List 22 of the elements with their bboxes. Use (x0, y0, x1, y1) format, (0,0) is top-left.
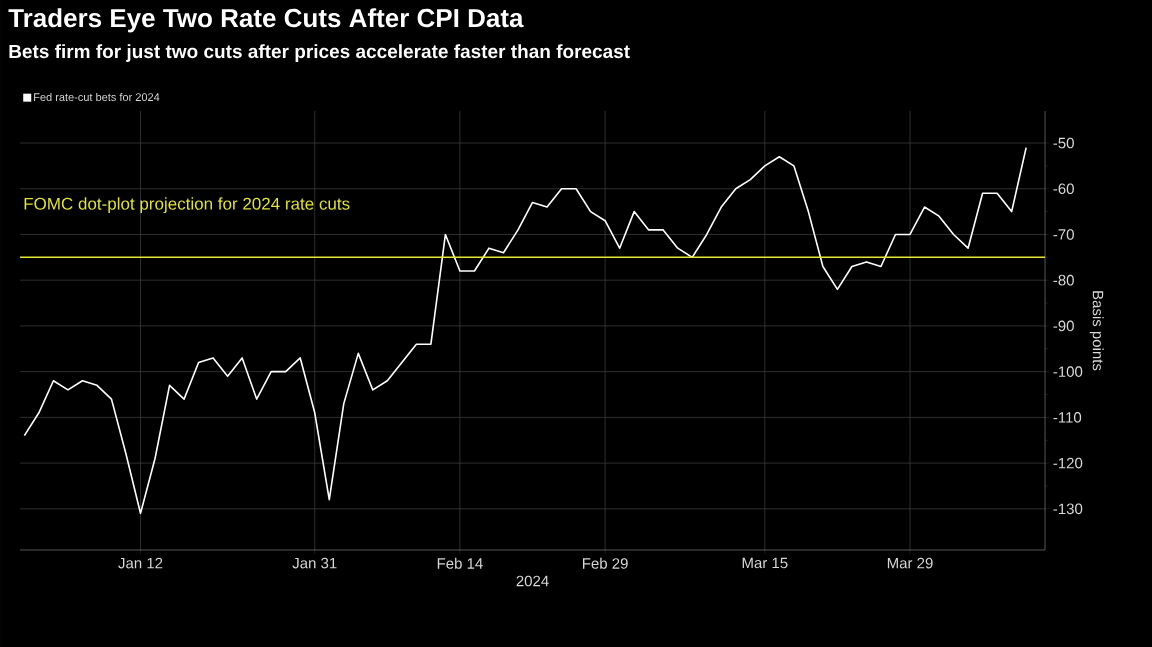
y-tick-label: -110 (1053, 412, 1082, 423)
y-tick-label: -70 (1053, 229, 1074, 240)
x-tick-label: Feb 14 (437, 557, 483, 569)
y-tick-label: -130 (1053, 503, 1083, 515)
y-tick-label: -120 (1053, 457, 1083, 469)
x-tick-label: Jan 12 (118, 557, 163, 569)
chart-subtitle: Bets firm for just two cuts after prices accelerate faster than forecast (9, 44, 630, 62)
legend-label: Fed rate-cut bets for 2024 (34, 92, 160, 102)
y-axis-title: Basis points (1089, 291, 1104, 371)
y-tick-label: -50 (1053, 137, 1074, 149)
y-tick-label: -90 (1053, 320, 1074, 332)
y-tick-label: -80 (1053, 274, 1074, 286)
y-tick-label: -60 (1053, 183, 1074, 195)
line-series (23, 146, 1027, 515)
x-tick-label: Feb 29 (582, 557, 628, 569)
x-tick-label: Mar 15 (742, 557, 788, 569)
chart-title: Traders Eye Two Rate Cuts After CPI Data (8, 8, 524, 33)
x-tick-label: Jan 31 (292, 557, 337, 569)
y-tick-label: -100 (1053, 366, 1083, 377)
x-tick-label: Mar 29 (887, 557, 933, 569)
ref-line-label: FOMC dot-plot projection for 2024 rate cuts (24, 197, 350, 214)
x-axis-title: 2024 (516, 575, 549, 587)
